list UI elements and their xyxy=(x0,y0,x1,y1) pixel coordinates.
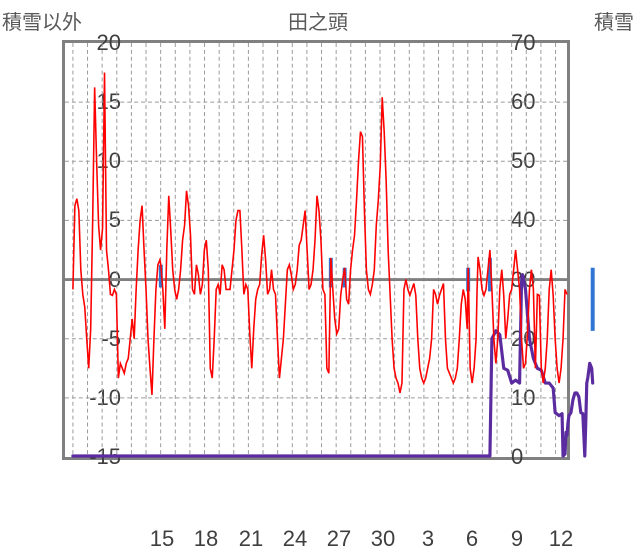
plot-svg xyxy=(65,43,567,457)
right-axis-title: 積雪 xyxy=(594,6,634,35)
snow-depth-line xyxy=(73,275,593,456)
x-tick-6: 6 xyxy=(466,526,478,552)
x-tick-12: 12 xyxy=(549,526,573,552)
plot-area: 20 15 10 5 0 -5 -10 -15 70 60 50 40 30 2… xyxy=(62,40,570,460)
x-tick-3: 3 xyxy=(422,526,434,552)
x-tick-15: 15 xyxy=(150,526,174,552)
x-tick-21: 21 xyxy=(239,526,263,552)
x-tick-30: 30 xyxy=(371,526,395,552)
x-tick-9: 9 xyxy=(511,526,523,552)
x-tick-24: 24 xyxy=(283,526,307,552)
x-tick-27: 27 xyxy=(327,526,351,552)
weather-chart-root: 田之頭 積雪以外 積雪 20 15 10 5 0 -5 -10 -15 70 6… xyxy=(0,0,636,501)
x-tick-18: 18 xyxy=(194,526,218,552)
